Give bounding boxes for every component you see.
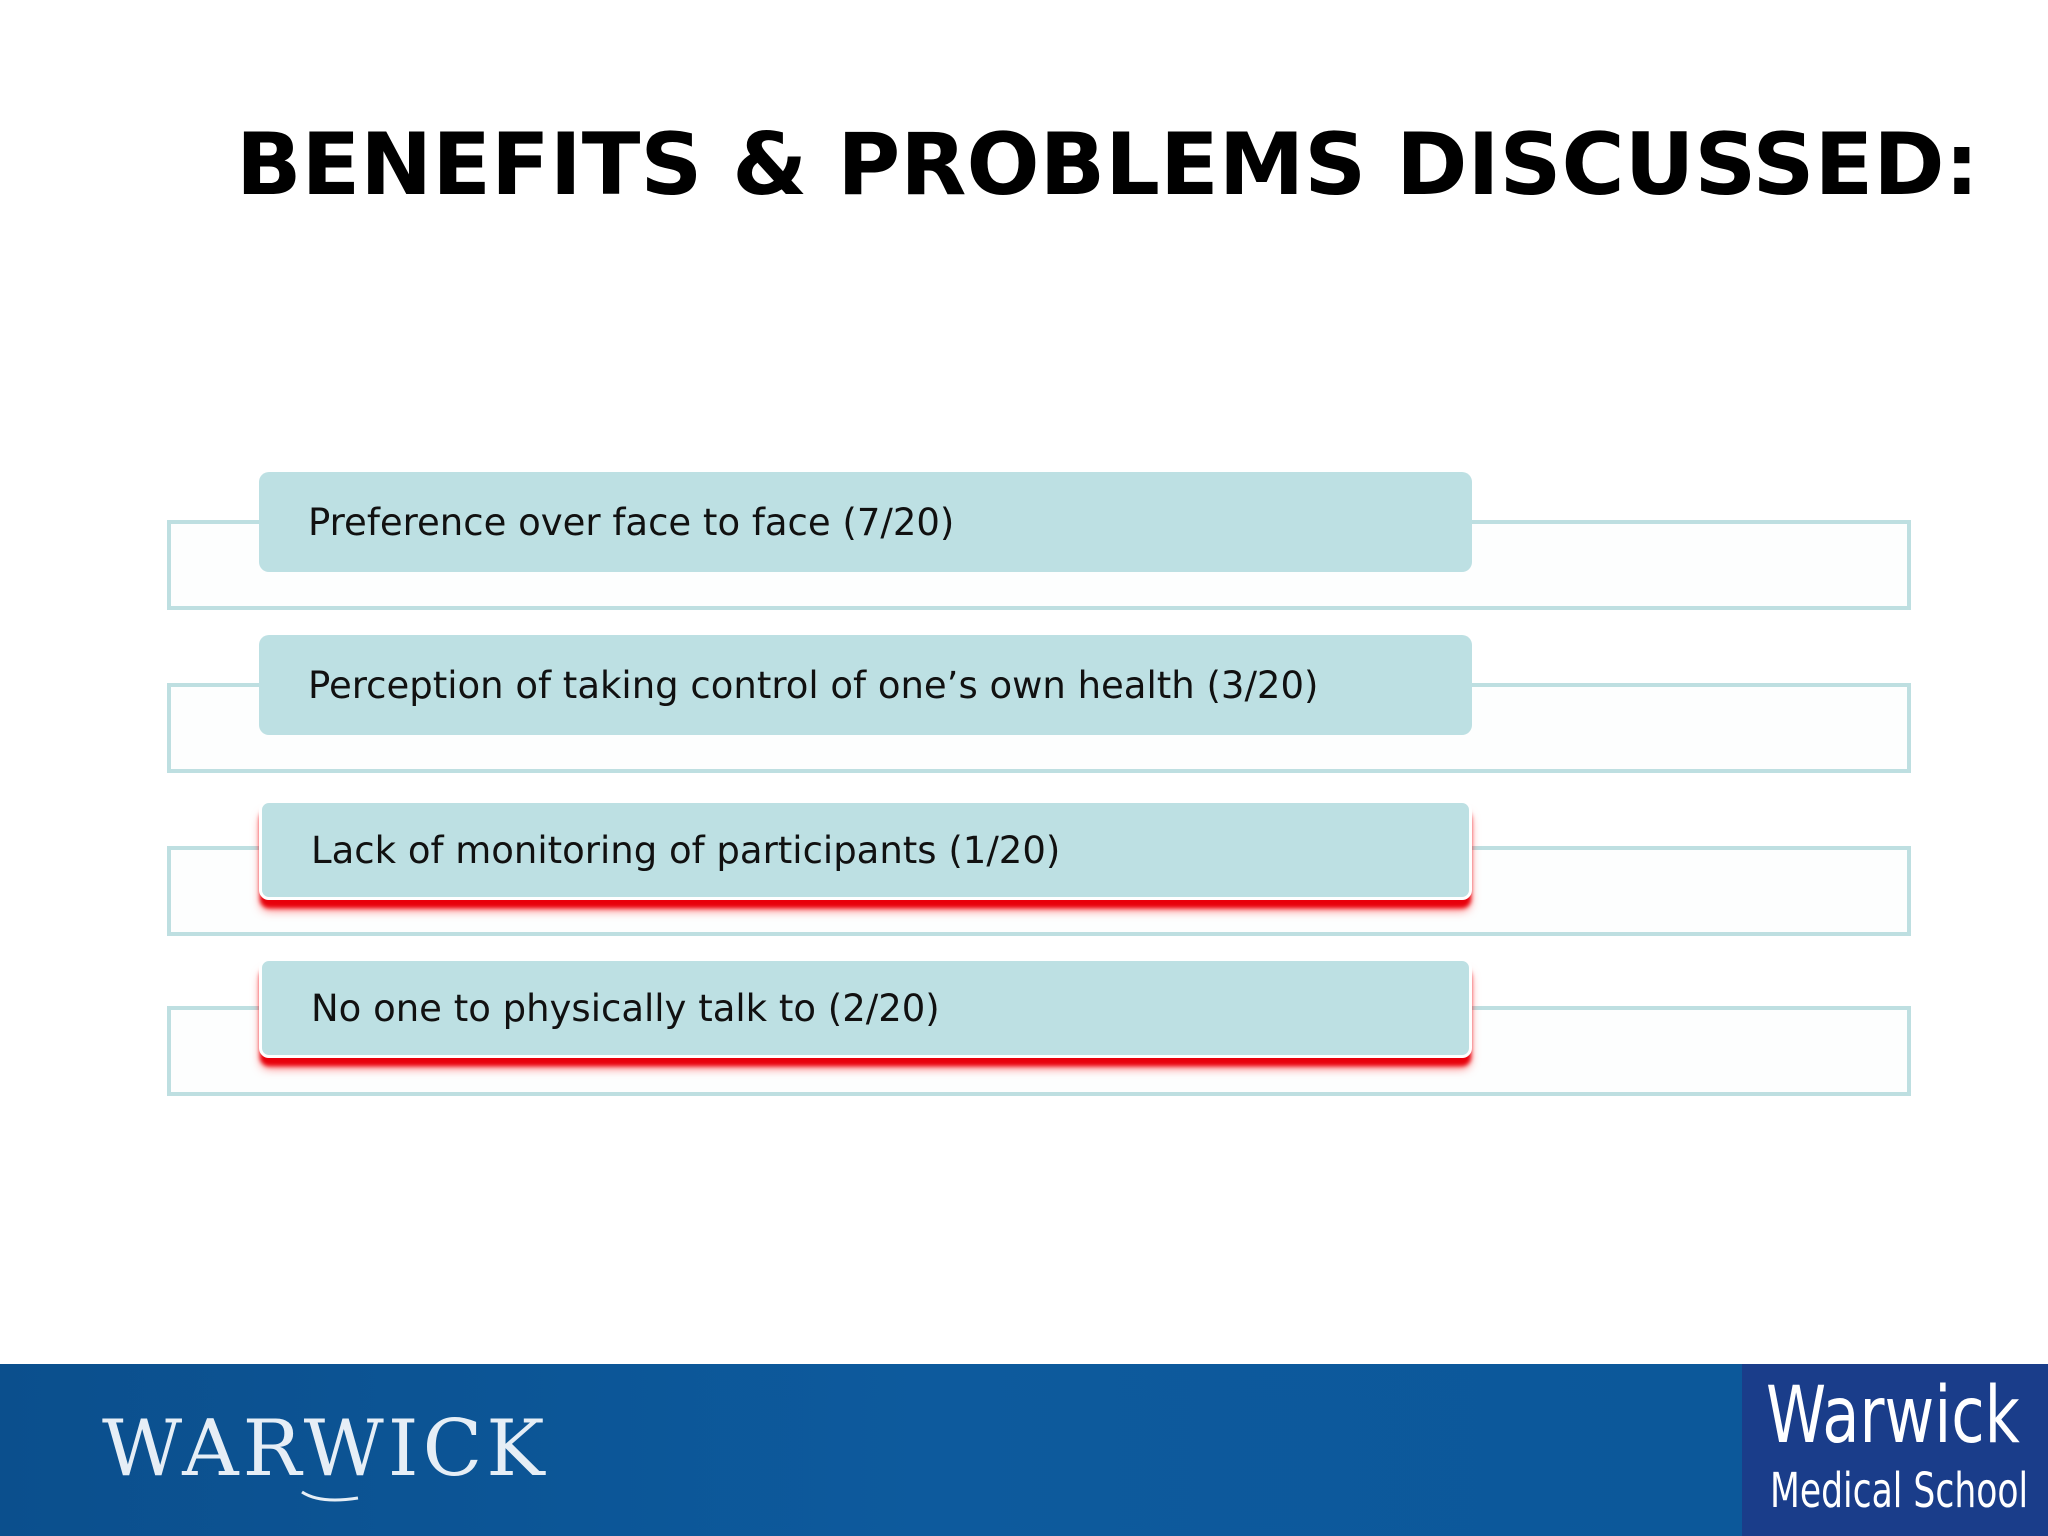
list-item-preference: Preference over face to face (7/20) — [0, 472, 2048, 622]
item-label-box: Preference over face to face (7/20) — [259, 472, 1472, 572]
medical-school-badge: Warwick Medical School — [1742, 1364, 2048, 1536]
list-item-perception: Perception of taking control of one’s ow… — [0, 635, 2048, 785]
list-item-lack-of-monitoring: Lack of monitoring of participants (1/20… — [0, 800, 2048, 950]
item-label: Lack of monitoring of participants (1/20… — [311, 828, 1061, 872]
badge-subtitle: Medical School — [1770, 1463, 2029, 1519]
footer-bar: WARWICK Warwick Medical School — [0, 1364, 2048, 1536]
item-label: No one to physically talk to (2/20) — [311, 986, 940, 1030]
item-label: Preference over face to face (7/20) — [308, 500, 955, 544]
item-label: Perception of taking control of one’s ow… — [308, 663, 1319, 707]
badge-name: Warwick — [1766, 1371, 2020, 1461]
item-label-box: Perception of taking control of one’s ow… — [259, 635, 1472, 735]
item-label-box-problem: Lack of monitoring of participants (1/20… — [259, 800, 1472, 900]
logo-swash-icon — [301, 1490, 359, 1502]
item-label-box-problem: No one to physically talk to (2/20) — [259, 958, 1472, 1058]
warwick-logo: WARWICK — [102, 1404, 549, 1494]
slide-title: BENEFITS & PROBLEMS DISCUSSED: — [236, 115, 1979, 215]
list-item-no-one-to-talk: No one to physically talk to (2/20) — [0, 958, 2048, 1108]
